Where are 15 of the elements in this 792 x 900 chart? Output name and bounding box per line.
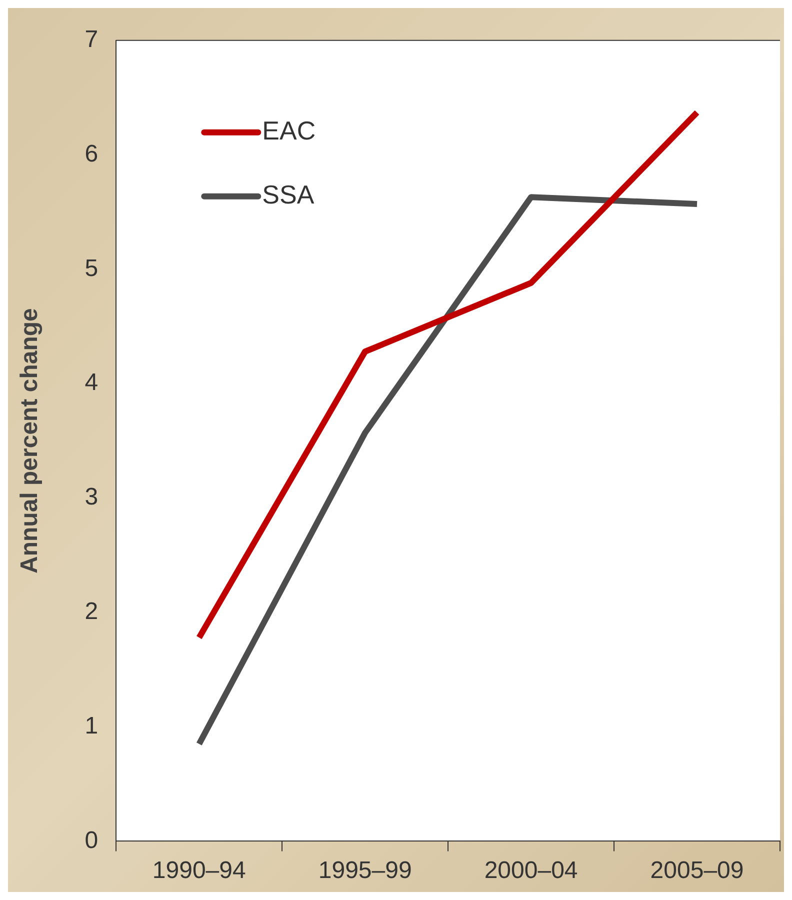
y-tick-label: 0 [84, 826, 98, 854]
legend-label: SSA [262, 180, 315, 210]
y-tick-label: 2 [84, 598, 98, 626]
x-tick-label: 2000–04 [484, 857, 578, 884]
y-tick-label: 5 [84, 254, 98, 282]
y-tick-label: 3 [84, 484, 98, 511]
x-tick-label: 1990–94 [152, 857, 246, 884]
x-tick-label: 1995–99 [318, 857, 412, 884]
x-tick-label: 2005–09 [650, 857, 744, 884]
y-tick-label: 7 [84, 26, 98, 54]
y-axis-title: Annual percent change [16, 308, 44, 574]
y-tick-label: 6 [84, 140, 98, 168]
y-tick-label: 1 [84, 712, 98, 740]
legend-label: EAC [262, 116, 316, 146]
y-tick-label: 4 [84, 369, 98, 396]
